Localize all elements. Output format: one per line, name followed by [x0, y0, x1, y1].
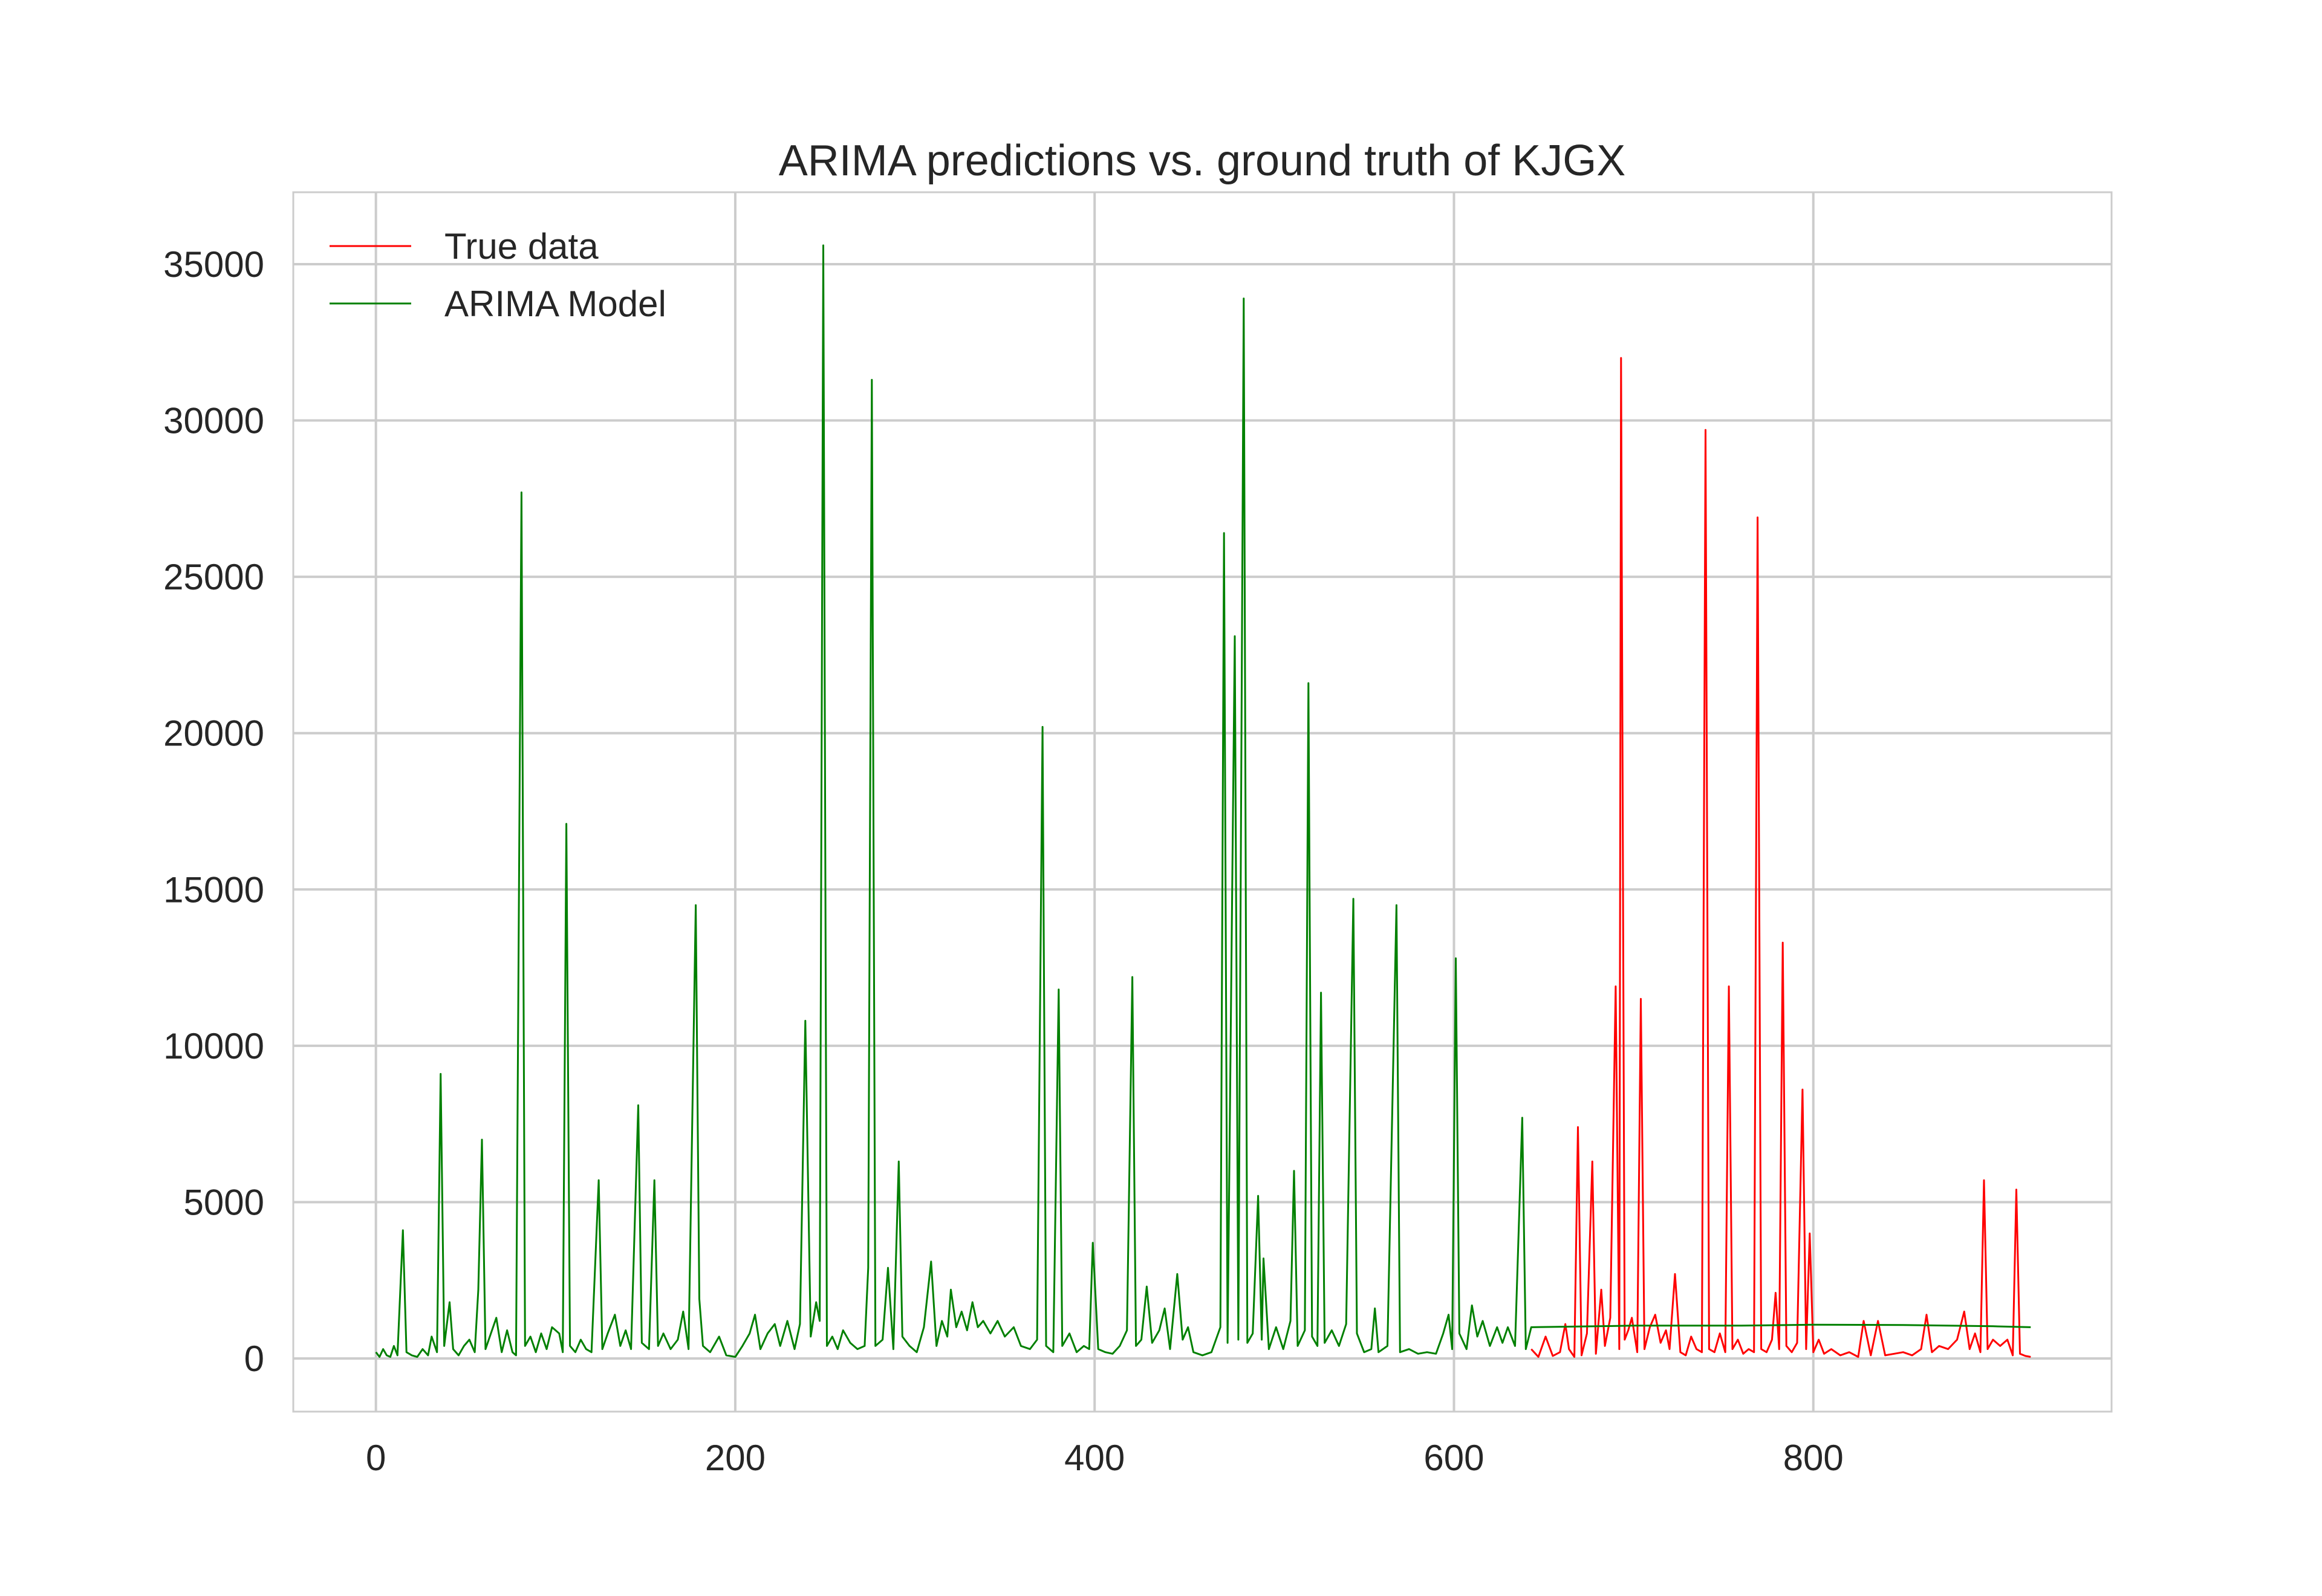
y-tick-label: 30000	[163, 401, 264, 441]
legend: True data ARIMA Model	[330, 226, 666, 324]
x-tick-label: 600	[1423, 1438, 1484, 1478]
x-tick-label: 800	[1783, 1438, 1844, 1478]
ticks: 0 200 400 600 800 0 5000 10000 15000 20000 25000 30…	[163, 244, 1844, 1478]
x-tick-label: 0	[366, 1438, 386, 1478]
plot-background	[293, 192, 2112, 1412]
y-tick-label: 10000	[163, 1026, 264, 1066]
y-tick-label: 15000	[163, 869, 264, 910]
legend-label-arima-model: ARIMA Model	[444, 284, 666, 324]
x-tick-label: 200	[705, 1438, 766, 1478]
y-tick-label: 35000	[163, 244, 264, 285]
legend-label-true-data: True data	[444, 226, 599, 267]
grid	[293, 192, 2112, 1412]
x-tick-label: 400	[1064, 1438, 1125, 1478]
plot-frame	[292, 191, 2113, 1413]
series	[375, 244, 2031, 1358]
y-tick-label: 25000	[163, 557, 264, 597]
y-tick-label: 0	[244, 1338, 264, 1379]
chart-title: ARIMA predictions vs. ground truth of KJ…	[779, 137, 1626, 185]
series-line-arima-model	[375, 244, 2031, 1358]
series-line-true-data	[1530, 357, 2031, 1358]
y-tick-label: 20000	[163, 713, 264, 754]
y-tick-label: 5000	[184, 1182, 264, 1222]
